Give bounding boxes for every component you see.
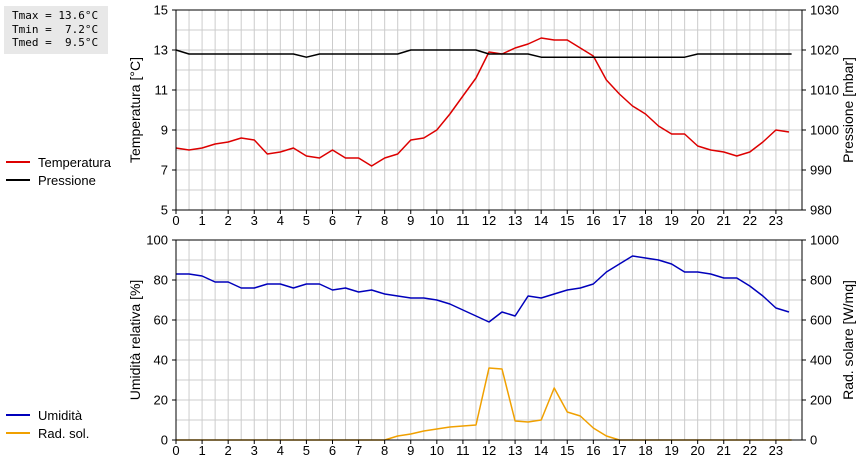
temp-pressure-x-tick-label: 8 bbox=[381, 213, 388, 228]
temp-pressure-right-tick-label: 1030 bbox=[810, 3, 839, 18]
humidity-radiation-x-tick-label: 2 bbox=[225, 443, 232, 458]
humidity-radiation-x-tick-label: 5 bbox=[303, 443, 310, 458]
humidity-radiation-series-umidit bbox=[176, 255, 790, 323]
humidity-radiation-left-tick-label: 80 bbox=[154, 273, 168, 288]
humidity-radiation-left-tick-label: 60 bbox=[154, 313, 168, 328]
temp-pressure-x-tick-label: 9 bbox=[407, 213, 414, 228]
humidity-radiation-x-tick-label: 21 bbox=[717, 443, 731, 458]
temp-pressure-x-tick-label: 4 bbox=[277, 213, 284, 228]
humidity-radiation-left-axis-label: Umidità relativa [%] bbox=[127, 280, 143, 401]
humidity-radiation-x-tick-label: 19 bbox=[664, 443, 678, 458]
humidity-radiation-right-tick-label: 600 bbox=[810, 313, 832, 328]
temp-pressure-x-tick-label: 13 bbox=[508, 213, 522, 228]
humidity-radiation-right-tick-label: 200 bbox=[810, 393, 832, 408]
humidity-radiation-x-tick-label: 22 bbox=[743, 443, 757, 458]
temp-pressure-left-tick-label: 5 bbox=[161, 203, 168, 218]
temp-pressure-right-tick-label: 980 bbox=[810, 203, 832, 218]
stat-tmin: Tmin = 7.2°C bbox=[12, 22, 99, 36]
temp-pressure-x-tick-label: 11 bbox=[456, 213, 470, 228]
temp-pressure-series-pressione bbox=[175, 49, 792, 58]
temp-pressure-x-tick-label: 2 bbox=[225, 213, 232, 228]
humidity-radiation-x-tick-label: 10 bbox=[430, 443, 444, 458]
temp-pressure-x-tick-label: 7 bbox=[355, 213, 362, 228]
humidity-radiation-x-tick-label: 14 bbox=[534, 443, 548, 458]
humidity-radiation-x-tick-label: 3 bbox=[251, 443, 258, 458]
temp-pressure-x-tick-label: 0 bbox=[172, 213, 179, 228]
humidity-radiation-left-tick-label: 20 bbox=[154, 393, 168, 408]
temp-pressure-left-tick-label: 13 bbox=[154, 43, 168, 58]
temp-pressure-right-tick-label: 1010 bbox=[810, 83, 839, 98]
temp-pressure-right-tick-label: 1020 bbox=[810, 43, 839, 58]
humidity-radiation-x-tick-label: 23 bbox=[769, 443, 783, 458]
humidity-radiation-right-tick-label: 400 bbox=[810, 353, 832, 368]
humidity-radiation-series-rad-sol bbox=[176, 367, 792, 441]
humidity-radiation-left-tick-label: 40 bbox=[154, 353, 168, 368]
temp-pressure-series-temperatura bbox=[175, 37, 790, 167]
temp-pressure-x-tick-label: 20 bbox=[690, 213, 704, 228]
humidity-radiation-right-tick-label: 800 bbox=[810, 273, 832, 288]
humidity-radiation-legend-label: Umidità bbox=[38, 408, 83, 423]
humidity-radiation-left-tick-label: 100 bbox=[146, 233, 168, 248]
temp-pressure-x-tick-label: 21 bbox=[717, 213, 731, 228]
temp-pressure-x-tick-label: 3 bbox=[251, 213, 258, 228]
humidity-radiation-x-tick-label: 15 bbox=[560, 443, 574, 458]
temp-pressure-x-tick-label: 10 bbox=[430, 213, 444, 228]
temp-pressure-left-tick-label: 11 bbox=[155, 83, 169, 98]
humidity-radiation-right-tick-label: 1000 bbox=[810, 233, 839, 248]
temp-pressure-right-tick-label: 1000 bbox=[810, 123, 839, 138]
temp-pressure-legend-label: Temperatura bbox=[38, 155, 112, 170]
temp-pressure-x-tick-label: 18 bbox=[638, 213, 652, 228]
humidity-radiation-x-tick-label: 8 bbox=[381, 443, 388, 458]
humidity-radiation-legend-label: Rad. sol. bbox=[38, 426, 89, 441]
stat-tmed: Tmed = 9.5°C bbox=[12, 36, 99, 49]
humidity-radiation-x-tick-label: 20 bbox=[690, 443, 704, 458]
temp-pressure-x-tick-label: 1 bbox=[198, 213, 205, 228]
temp-pressure-x-tick-label: 12 bbox=[482, 213, 496, 228]
humidity-radiation-x-tick-label: 9 bbox=[407, 443, 414, 458]
temp-pressure-left-tick-label: 9 bbox=[161, 123, 168, 138]
temp-pressure-x-tick-label: 22 bbox=[743, 213, 757, 228]
temp-pressure-right-axis-label: Pressione [mbar] bbox=[840, 57, 856, 163]
temp-pressure-x-tick-label: 15 bbox=[560, 213, 574, 228]
humidity-radiation-x-tick-label: 6 bbox=[329, 443, 336, 458]
humidity-radiation-x-tick-label: 18 bbox=[638, 443, 652, 458]
humidity-radiation-right-tick-label: 0 bbox=[810, 433, 817, 448]
temp-pressure-x-tick-label: 6 bbox=[329, 213, 336, 228]
temp-pressure-left-tick-label: 7 bbox=[161, 163, 168, 178]
stats-box: Tmax = 13.6°C Tmin = 7.2°C Tmed = 9.5°C bbox=[4, 6, 108, 54]
humidity-radiation-x-tick-label: 11 bbox=[456, 443, 470, 458]
temp-pressure-left-tick-label: 15 bbox=[154, 3, 168, 18]
temp-pressure-left-axis-label: Temperatura [°C] bbox=[127, 57, 143, 163]
humidity-radiation-x-tick-label: 16 bbox=[586, 443, 600, 458]
humidity-radiation-x-tick-label: 1 bbox=[198, 443, 205, 458]
humidity-radiation-x-tick-label: 7 bbox=[355, 443, 362, 458]
stat-tmax: Tmax = 13.6°C bbox=[12, 9, 99, 22]
humidity-radiation-x-tick-label: 12 bbox=[482, 443, 496, 458]
temp-pressure-x-tick-label: 5 bbox=[303, 213, 310, 228]
temp-pressure-x-tick-label: 14 bbox=[534, 213, 548, 228]
humidity-radiation-x-tick-label: 4 bbox=[277, 443, 284, 458]
humidity-radiation-right-axis-label: Rad. solare [W/mq] bbox=[840, 280, 856, 400]
humidity-radiation-x-tick-label: 13 bbox=[508, 443, 522, 458]
temp-pressure-legend-label: Pressione bbox=[38, 173, 96, 188]
humidity-radiation-left-tick-label: 0 bbox=[161, 433, 168, 448]
humidity-radiation-x-tick-label: 0 bbox=[172, 443, 179, 458]
temp-pressure-x-tick-label: 17 bbox=[612, 213, 626, 228]
temp-pressure-x-tick-label: 16 bbox=[586, 213, 600, 228]
temp-pressure-x-tick-label: 19 bbox=[664, 213, 678, 228]
humidity-radiation-x-tick-label: 17 bbox=[612, 443, 626, 458]
temp-pressure-right-tick-label: 990 bbox=[810, 163, 832, 178]
temp-pressure-x-tick-label: 23 bbox=[769, 213, 783, 228]
